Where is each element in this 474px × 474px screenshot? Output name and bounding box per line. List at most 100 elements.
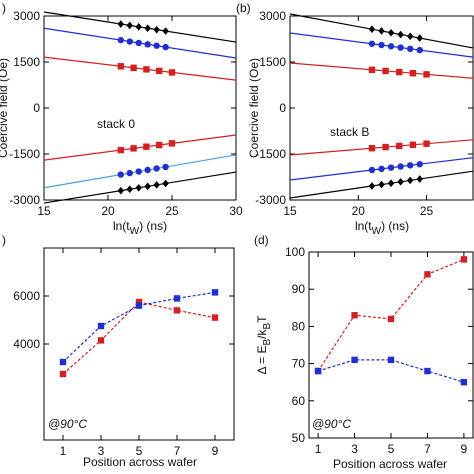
data-point: [211, 314, 219, 321]
x-tick-label: 20: [101, 204, 115, 218]
y-axis-label: Δ = EB/kBT: [255, 315, 273, 375]
x-tick-label: 5: [136, 444, 143, 458]
label-part: Position across wafer: [333, 457, 447, 471]
data-point: [396, 68, 403, 76]
data-point: [156, 67, 163, 75]
data-point: [59, 358, 67, 366]
data-point: [396, 142, 403, 150]
data-point: [397, 178, 404, 186]
y-tick-label: 60: [292, 394, 306, 408]
y-tick-label: -3000: [9, 193, 40, 207]
annotation: stack B: [330, 125, 369, 139]
x-axis-label: ln(tW) (ns): [113, 219, 167, 237]
data-point: [460, 379, 468, 386]
x-tick-label: 15: [37, 204, 51, 218]
data-point: [368, 145, 376, 152]
subscript: B: [262, 338, 273, 345]
data-point: [368, 25, 376, 34]
series-line: [317, 258, 465, 372]
x-axis-label: Position across wafer: [333, 457, 447, 471]
x-tick-label: 25: [420, 204, 434, 218]
data-point: [126, 185, 133, 194]
data-point: [460, 256, 468, 263]
data-point: [153, 181, 160, 189]
x-tick-label: 9: [461, 442, 468, 456]
data-point: [314, 367, 322, 375]
data-point: [406, 32, 414, 41]
data-point: [135, 23, 142, 31]
data-point: [387, 356, 395, 364]
fit-line: [289, 62, 474, 79]
y-tick-label: 50: [292, 431, 306, 445]
data-point: [173, 295, 181, 302]
y-tick-label: 0: [279, 101, 286, 115]
data-point: [126, 38, 133, 45]
x-tick-label: 9: [212, 444, 219, 458]
data-point: [144, 41, 151, 48]
y-tick-label: 3000: [259, 9, 286, 23]
label-part: ln(t: [355, 219, 372, 233]
data-point: [378, 41, 385, 49]
data-point: [416, 160, 423, 168]
data-point: [117, 186, 124, 195]
y-tick-label: 100: [285, 245, 305, 259]
data-point: [406, 176, 414, 185]
data-point: [416, 34, 423, 42]
x-tick-label: 20: [352, 204, 366, 218]
y-tick-label: -1500: [9, 147, 40, 161]
data-point: [162, 27, 169, 35]
label-part: /k: [255, 328, 269, 338]
data-point: [424, 367, 431, 375]
data-point: [156, 141, 163, 149]
x-tick-label: 1: [60, 444, 67, 458]
data-point: [143, 66, 150, 73]
data-point: [168, 140, 176, 147]
data-point: [406, 162, 414, 169]
subscript: B: [262, 322, 273, 329]
data-point: [387, 164, 395, 171]
data-point: [130, 64, 137, 72]
data-point: [378, 165, 385, 173]
data-point: [117, 171, 125, 178]
data-point: [153, 165, 160, 172]
data-point: [97, 322, 105, 330]
data-point: [162, 179, 169, 188]
fit-line: [289, 139, 474, 156]
data-point: [59, 370, 67, 378]
data-point: [162, 163, 169, 171]
subscript: W: [130, 226, 140, 237]
data-point: [368, 40, 376, 47]
x-tick-label: 3: [98, 444, 105, 458]
x-tick-label: 7: [174, 444, 181, 458]
series-line: [62, 301, 216, 375]
data-point: [416, 175, 423, 183]
data-point: [117, 63, 124, 70]
subscript: W: [372, 226, 382, 237]
data-point: [130, 145, 137, 152]
data-point: [126, 21, 133, 30]
data-point: [382, 67, 389, 75]
fit-line: [43, 56, 237, 81]
y-axis-label: Coercive field (Oe): [247, 58, 261, 158]
data-point: [153, 42, 160, 49]
data-point: [126, 169, 133, 177]
data-point: [135, 183, 142, 192]
data-point: [144, 182, 151, 191]
panel: -3000 -1500 0 1500 3000 15 20 25 (b) ln(tW) (ns) C…: [236, 1, 474, 237]
data-point: [423, 140, 430, 147]
y-tick-label: 80: [292, 319, 306, 333]
x-axis-label: ln(tW) (ns): [355, 219, 409, 237]
data-point: [135, 39, 142, 47]
data-point: [382, 143, 389, 151]
plot-frame: [308, 251, 474, 439]
annotation: @90°C: [312, 417, 351, 431]
x-tick-label: 30: [229, 204, 243, 218]
data-point: [143, 143, 150, 150]
data-point: [351, 312, 358, 319]
panel-label: (d): [254, 233, 269, 247]
x-tick-label: 5: [388, 442, 395, 456]
data-point: [368, 182, 376, 190]
data-point: [351, 356, 358, 364]
y-tick-label: -3000: [255, 193, 286, 207]
